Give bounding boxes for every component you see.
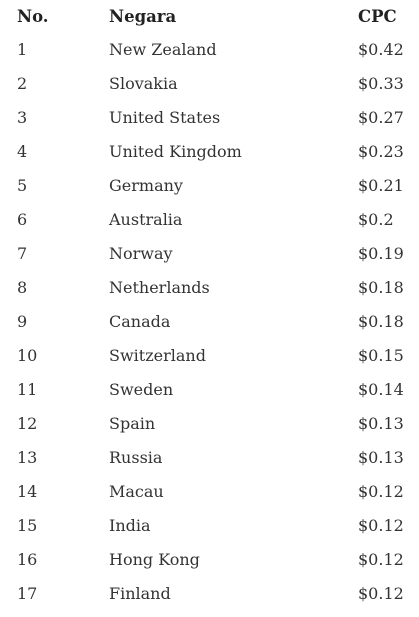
cell-cpc: $0.18 bbox=[358, 277, 404, 297]
cell-cpc: $0.18 bbox=[358, 311, 404, 331]
table-row: 5 Germany $0.21 bbox=[17, 168, 418, 202]
cell-no: 13 bbox=[17, 447, 38, 467]
table-row: 1 New Zealand $0.42 bbox=[17, 32, 418, 66]
cell-no: 17 bbox=[17, 583, 38, 603]
cpc-table: No. Negara CPC 1 New Zealand $0.42 2 Slovaki… bbox=[17, 0, 418, 610]
cell-no: 6 bbox=[17, 209, 28, 229]
cell-cpc: $0.15 bbox=[358, 345, 404, 365]
cell-no: 3 bbox=[17, 107, 28, 127]
cell-no: 7 bbox=[17, 243, 28, 263]
cell-cpc: $0.33 bbox=[358, 73, 404, 93]
cell-country: New Zealand bbox=[109, 39, 217, 59]
cell-cpc: $0.2 bbox=[358, 209, 394, 229]
table-row: 9 Canada $0.18 bbox=[17, 304, 418, 338]
table-row: 12 Spain $0.13 bbox=[17, 406, 418, 440]
cell-country: Slovakia bbox=[109, 73, 178, 93]
cell-country: Germany bbox=[109, 175, 183, 195]
table-body: 1 New Zealand $0.42 2 Slovakia $0.33 3 United S… bbox=[17, 32, 418, 610]
cell-cpc: $0.12 bbox=[358, 549, 404, 569]
cell-cpc: $0.21 bbox=[358, 175, 404, 195]
table-row: 14 Macau $0.12 bbox=[17, 474, 418, 508]
cell-cpc: $0.42 bbox=[358, 39, 404, 59]
header-cpc: CPC bbox=[358, 6, 397, 26]
cell-no: 5 bbox=[17, 175, 28, 195]
cell-country: Canada bbox=[109, 311, 171, 331]
cell-cpc: $0.12 bbox=[358, 583, 404, 603]
cell-country: Hong Kong bbox=[109, 549, 200, 569]
cell-no: 16 bbox=[17, 549, 38, 569]
cell-no: 12 bbox=[17, 413, 38, 433]
cell-no: 4 bbox=[17, 141, 28, 161]
cell-country: United States bbox=[109, 107, 221, 127]
cell-no: 2 bbox=[17, 73, 28, 93]
cell-no: 10 bbox=[17, 345, 38, 365]
cell-country: India bbox=[109, 515, 151, 535]
cell-cpc: $0.12 bbox=[358, 515, 404, 535]
cell-cpc: $0.13 bbox=[358, 413, 404, 433]
header-no: No. bbox=[17, 6, 49, 26]
table-row: 8 Netherlands $0.18 bbox=[17, 270, 418, 304]
table-row: 16 Hong Kong $0.12 bbox=[17, 542, 418, 576]
cell-country: Australia bbox=[109, 209, 183, 229]
table-row: 2 Slovakia $0.33 bbox=[17, 66, 418, 100]
table-row: 11 Sweden $0.14 bbox=[17, 372, 418, 406]
cell-country: Norway bbox=[109, 243, 173, 263]
cell-country: Finland bbox=[109, 583, 171, 603]
cell-country: Switzerland bbox=[109, 345, 206, 365]
cell-cpc: $0.23 bbox=[358, 141, 404, 161]
table-row: 4 United Kingdom $0.23 bbox=[17, 134, 418, 168]
table-row: 17 Finland $0.12 bbox=[17, 576, 418, 610]
cell-country: Spain bbox=[109, 413, 156, 433]
cell-no: 1 bbox=[17, 39, 28, 59]
cell-country: United Kingdom bbox=[109, 141, 242, 161]
header-country: Negara bbox=[109, 6, 177, 26]
table-row: 6 Australia $0.2 bbox=[17, 202, 418, 236]
cell-cpc: $0.13 bbox=[358, 447, 404, 467]
table-row: 7 Norway $0.19 bbox=[17, 236, 418, 270]
table-row: 10 Switzerland $0.15 bbox=[17, 338, 418, 372]
cell-no: 15 bbox=[17, 515, 38, 535]
cell-cpc: $0.27 bbox=[358, 107, 404, 127]
cell-no: 14 bbox=[17, 481, 38, 501]
cell-country: Netherlands bbox=[109, 277, 210, 297]
cell-no: 8 bbox=[17, 277, 28, 297]
table-header: No. Negara CPC bbox=[17, 0, 418, 32]
cell-cpc: $0.19 bbox=[358, 243, 404, 263]
header-row: No. Negara CPC bbox=[17, 0, 418, 32]
cell-country: Russia bbox=[109, 447, 163, 467]
table-row: 13 Russia $0.13 bbox=[17, 440, 418, 474]
cell-cpc: $0.14 bbox=[358, 379, 404, 399]
cell-country: Sweden bbox=[109, 379, 174, 399]
cell-no: 11 bbox=[17, 379, 38, 399]
table-row: 15 India $0.12 bbox=[17, 508, 418, 542]
cell-no: 9 bbox=[17, 311, 28, 331]
cell-cpc: $0.12 bbox=[358, 481, 404, 501]
table-row: 3 United States $0.27 bbox=[17, 100, 418, 134]
cell-country: Macau bbox=[109, 481, 164, 501]
